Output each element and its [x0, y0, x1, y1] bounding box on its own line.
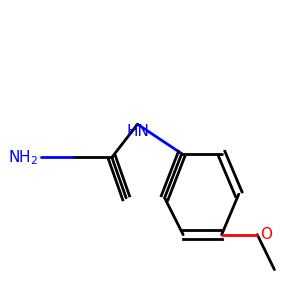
Text: NH$_2$: NH$_2$ [8, 148, 38, 167]
Text: HN: HN [126, 124, 149, 139]
Text: O: O [260, 227, 272, 242]
